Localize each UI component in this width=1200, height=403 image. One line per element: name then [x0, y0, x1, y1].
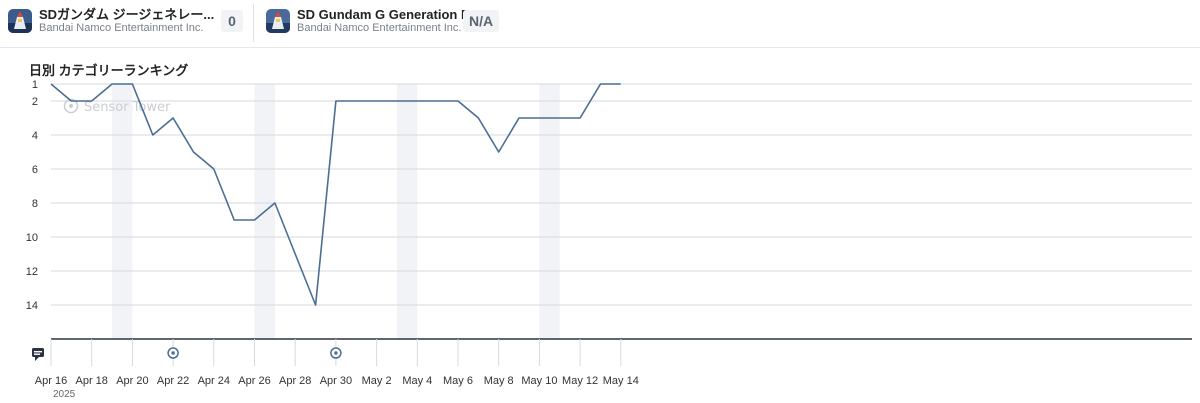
x-tick-label: Apr 20: [116, 375, 148, 387]
y-tick-label: 12: [26, 266, 38, 278]
x-tick-label: Apr 16: [35, 375, 67, 387]
y-tick-label: 10: [26, 232, 38, 244]
weekend-band: [539, 84, 560, 339]
x-tick-label: May 14: [603, 375, 639, 387]
x-tick-label: May 8: [484, 375, 514, 387]
x-tick-label: Apr 24: [198, 375, 230, 387]
year-label: 2025: [53, 389, 76, 400]
y-tick-label: 1: [32, 79, 38, 91]
weekend-band: [396, 84, 418, 339]
x-tick-label: May 12: [562, 375, 598, 387]
app-publisher: Bandai Namco Entertainment Inc.: [39, 22, 204, 35]
gundam-app-icon: [266, 9, 290, 33]
x-tick-label: Apr 30: [320, 375, 352, 387]
x-tick-label: Apr 26: [238, 375, 270, 387]
x-tick-label: May 6: [443, 375, 473, 387]
rank-badge: N/A: [463, 10, 500, 32]
annotation-marker-icon[interactable]: [167, 347, 179, 359]
sensor-tower-watermark: Sensor Tower: [63, 98, 171, 115]
gundam-app-icon: [8, 9, 32, 33]
x-tick-label: May 4: [402, 375, 432, 387]
rank-badge: 0: [221, 10, 243, 32]
watermark-text: Sensor Tower: [84, 100, 171, 115]
feedback-icon[interactable]: [32, 348, 44, 361]
app-name: SD Gundam G Generation E...: [297, 6, 481, 22]
annotation-marker-icon[interactable]: [330, 347, 342, 359]
app-compare-header: SDガンダム ジージェネレー... Bandai Namco Entertain…: [0, 0, 1200, 48]
x-tick-label: Apr 18: [75, 375, 107, 387]
app-entry-1[interactable]: SDガンダム ジージェネレー... Bandai Namco Entertain…: [8, 6, 243, 36]
app-name: SDガンダム ジージェネレー...: [39, 6, 215, 22]
app-publisher: Bandai Namco Entertainment Inc.: [297, 22, 462, 35]
x-tick-label: May 10: [521, 375, 557, 387]
y-tick-label: 2: [32, 96, 38, 108]
x-tick-label: Apr 28: [279, 375, 311, 387]
app-entry-2[interactable]: SD Gundam G Generation E... Bandai Namco…: [266, 6, 500, 36]
chart-title: 日別 カテゴリーランキング: [29, 63, 189, 78]
y-tick-label: 6: [32, 164, 38, 176]
ranking-series-line: [50, 83, 621, 306]
weekend-band: [112, 84, 133, 339]
y-tick-label: 14: [26, 300, 38, 312]
header-divider: [253, 4, 254, 42]
x-tick-label: Apr 22: [157, 375, 189, 387]
x-tick-label: May 2: [362, 375, 392, 387]
y-tick-label: 8: [32, 198, 38, 210]
y-tick-label: 4: [32, 130, 38, 142]
